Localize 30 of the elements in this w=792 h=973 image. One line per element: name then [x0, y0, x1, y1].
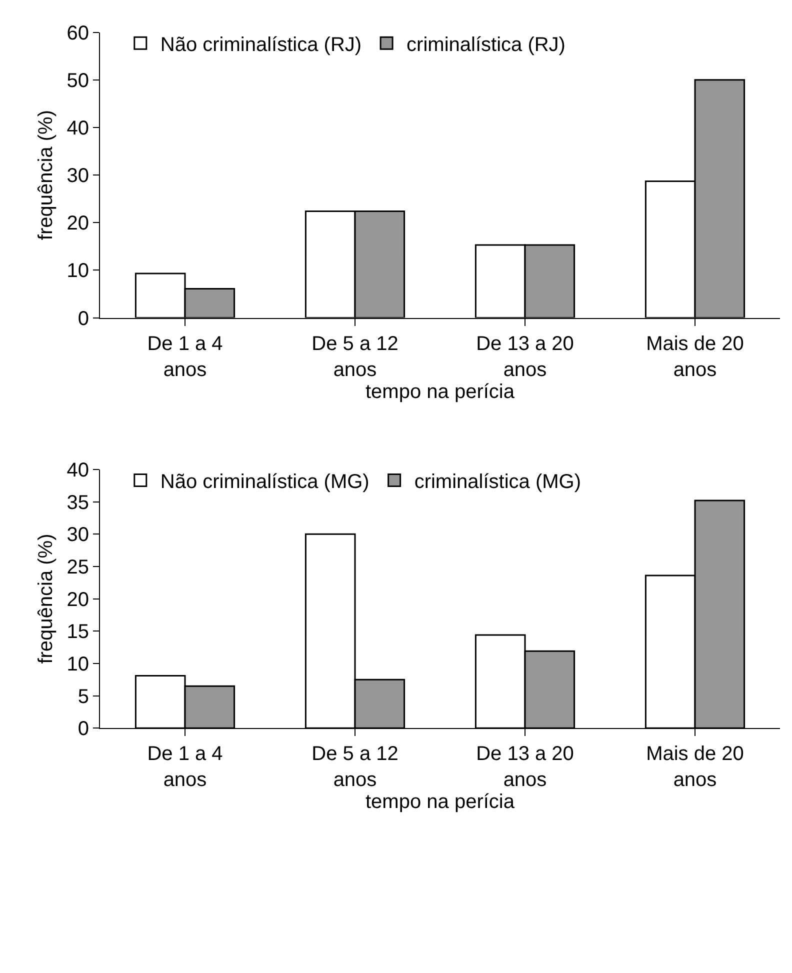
y-tick-label: 10 [66, 653, 89, 676]
y-axis-title: frequência (%) [35, 110, 58, 240]
legend-label: criminalística (MG) [414, 471, 581, 494]
y-tick-label: 10 [66, 260, 89, 282]
legend-label: Não criminalística (RJ) [160, 34, 362, 56]
y-tick-label: 30 [66, 165, 89, 188]
x-tick-label: De 13 a 20 anos [476, 743, 574, 792]
x-axis-title: tempo na perícia [366, 791, 516, 814]
y-tick-label: 25 [66, 556, 89, 578]
x-tick-label: De 13 a 20 anos [476, 332, 574, 381]
x-axis-title: tempo na perícia [366, 380, 516, 403]
y-tick-label: 30 [66, 524, 89, 546]
y-tick-label: 35 [66, 492, 89, 514]
y-tick-label: 20 [66, 588, 89, 611]
x-tick-label: De 1 a 4 anos [147, 332, 223, 381]
y-tick-label: 15 [66, 621, 89, 644]
y-tick-label: 60 [66, 22, 89, 44]
x-tick-label: Mais de 20 anos [646, 332, 744, 381]
y-tick-label: 50 [66, 70, 89, 92]
x-tick-label: Mais de 20 anos [646, 743, 744, 792]
y-tick-label: 20 [66, 212, 89, 235]
y-tick-label: 40 [66, 459, 89, 482]
y-tick-label: 0 [78, 308, 89, 330]
legend-label: Não criminalística (MG) [160, 471, 370, 494]
y-axis-title: frequência (%) [35, 534, 58, 664]
y-tick-label: 5 [78, 686, 89, 708]
y-tick-label: 40 [66, 117, 89, 140]
legend-label: criminalística (RJ) [406, 34, 566, 56]
x-tick-label: De 1 a 4 anos [147, 743, 223, 792]
y-tick-label: 0 [78, 718, 89, 740]
